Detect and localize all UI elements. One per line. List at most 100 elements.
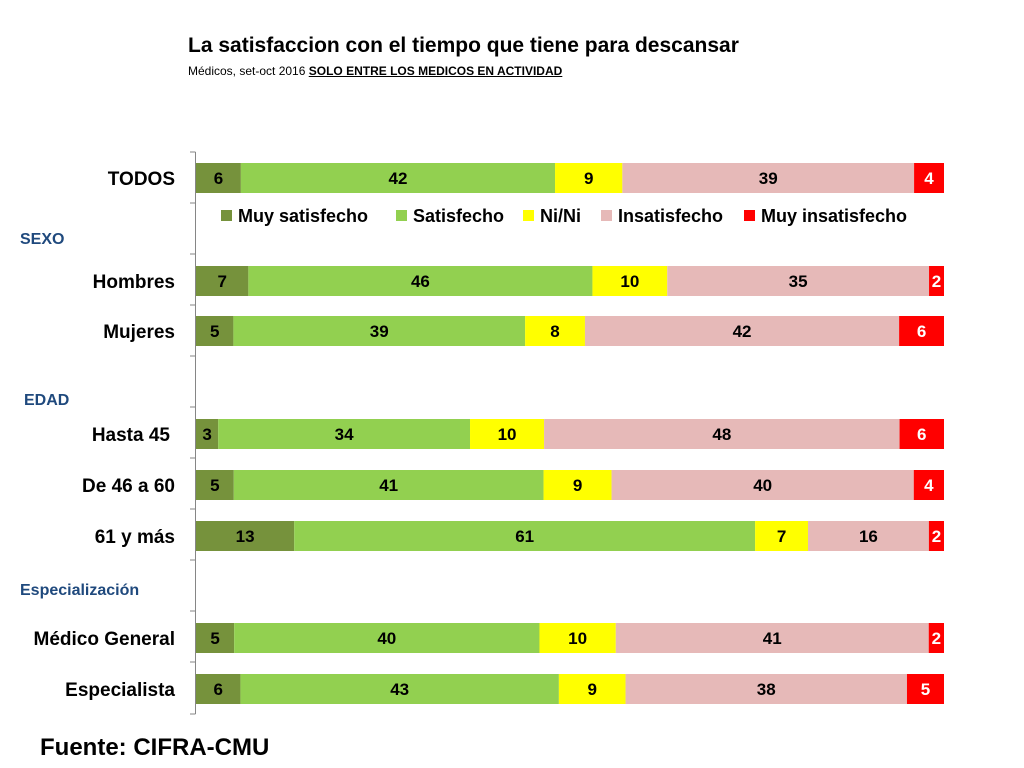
bar-segment-satisfecho (234, 623, 540, 653)
data-label: 10 (498, 425, 517, 444)
bar-segment-insatisfecho (808, 521, 929, 551)
bar-row-de-46-a-60: 5 41 9 40 4 (196, 470, 944, 500)
data-label: 61 (515, 527, 534, 546)
bar-row-todos: 6 42 9 39 4 (196, 163, 944, 193)
bar-segment-ni-ni (755, 521, 808, 551)
legend-label: Muy insatisfecho (761, 206, 907, 226)
bar-segment-muy-satisfecho (196, 623, 235, 653)
legend-label: Insatisfecho (618, 206, 723, 226)
data-label: 10 (568, 629, 587, 648)
section-label-especializacion: Especialización (20, 582, 139, 599)
category-labels: TODOS Hombres Mujeres Hasta 45 De 46 a 60 61 … (34, 169, 176, 701)
bar-segment-muy-satisfecho (196, 419, 219, 449)
data-label: 5 (921, 680, 930, 699)
chart-axis (190, 151, 196, 715)
bar-segment-ni-ni (555, 163, 623, 193)
bar-segment-muy-satisfecho (196, 470, 234, 500)
bar-row-especialista: 6 43 9 38 5 (196, 674, 944, 704)
bar-segment-muy-satisfecho (196, 316, 234, 346)
bar-segment-satisfecho (294, 521, 756, 551)
section-labels: SEXO EDAD Especialización (20, 231, 139, 599)
data-label: 41 (763, 629, 782, 648)
bar-segment-muy-satisfecho (196, 674, 241, 704)
category-label: Hasta 45 (92, 425, 171, 446)
legend-item-muy-satisfecho: Muy satisfecho (221, 206, 368, 226)
bar-segment-satisfecho (233, 470, 544, 500)
chart-bars: 6 42 9 39 4 7 46 10 35 2 5 39 8 42 6 3 34 10 48 6 5 41 9 40 4 13 6… (196, 163, 944, 704)
bar-segment-insatisfecho (625, 674, 907, 704)
data-label: 34 (335, 425, 354, 444)
category-label: TODOS (108, 169, 175, 190)
data-label: 38 (757, 680, 776, 699)
data-label: 43 (390, 680, 409, 699)
bar-segment-insatisfecho (622, 163, 915, 193)
data-label: 6 (214, 169, 223, 188)
bar-segment-muy-insatisfecho (913, 470, 944, 500)
legend-swatch (601, 210, 612, 221)
data-label: 7 (217, 272, 226, 291)
data-label: 6 (213, 680, 222, 699)
data-label: 4 (924, 476, 934, 495)
data-label: 35 (789, 272, 808, 291)
bar-segment-satisfecho (240, 163, 556, 193)
legend-swatch (523, 210, 534, 221)
data-label: 48 (712, 425, 731, 444)
legend-swatch (221, 210, 232, 221)
data-label: 4 (924, 169, 934, 188)
data-label: 16 (859, 527, 878, 546)
data-label: 6 (917, 322, 926, 341)
bar-segment-muy-insatisfecho (928, 623, 944, 653)
category-label: Especialista (65, 680, 175, 701)
data-label: 9 (584, 169, 593, 188)
data-label: 9 (587, 680, 596, 699)
legend-label: Muy satisfecho (238, 206, 368, 226)
bar-segment-muy-satisfecho (196, 521, 295, 551)
source-note: Fuente: CIFRA-CMU (40, 734, 270, 761)
legend-label: Satisfecho (413, 206, 504, 226)
data-label: 46 (411, 272, 430, 291)
data-label: 5 (210, 476, 219, 495)
bar-segment-muy-insatisfecho (928, 521, 944, 551)
bar-segment-insatisfecho (615, 623, 929, 653)
bar-segment-ni-ni (539, 623, 616, 653)
data-label: 40 (753, 476, 772, 495)
category-label: De 46 a 60 (82, 476, 175, 497)
data-label: 2 (932, 629, 941, 648)
data-label: 3 (202, 425, 211, 444)
data-label: 2 (932, 272, 941, 291)
legend-item-ni-ni: Ni/Ni (523, 206, 581, 226)
data-label: 5 (210, 322, 219, 341)
chart-legend: Muy satisfecho Satisfecho Ni/Ni Insatisfech… (221, 206, 907, 226)
bar-segment-insatisfecho (611, 470, 914, 500)
category-label: Médico General (34, 629, 176, 650)
bar-segment-satisfecho (218, 419, 471, 449)
data-label: 13 (236, 527, 255, 546)
subtitle-highlight: SOLO ENTRE LOS MEDICOS EN ACTIVIDAD (308, 64, 563, 78)
bar-segment-muy-satisfecho (196, 266, 249, 296)
legend-label: Ni/Ni (540, 206, 581, 226)
data-label: 42 (388, 169, 407, 188)
chart-subtitle: Médicos, set-oct 2016 SOLO ENTRE LOS MED… (188, 64, 562, 78)
data-label: 39 (370, 322, 389, 341)
data-label: 8 (550, 322, 559, 341)
legend-item-muy-insatisfecho: Muy insatisfecho (744, 206, 907, 226)
legend-swatch (396, 210, 407, 221)
data-label: 6 (917, 425, 926, 444)
section-label-edad: EDAD (24, 392, 69, 409)
category-label: Mujeres (103, 322, 175, 343)
bar-row-hombres: 7 46 10 35 2 (196, 266, 944, 296)
bar-segment-satisfecho (240, 674, 559, 704)
data-label: 41 (379, 476, 398, 495)
bar-row-medico-general: 5 40 10 41 2 (196, 623, 944, 653)
category-label: 61 y más (95, 527, 175, 548)
legend-item-insatisfecho: Insatisfecho (601, 206, 723, 226)
bar-segment-muy-insatisfecho (929, 266, 944, 296)
bar-segment-insatisfecho (667, 266, 930, 296)
data-label: 5 (210, 629, 219, 648)
bar-segment-muy-insatisfecho (906, 674, 944, 704)
legend-swatch (744, 210, 755, 221)
bar-segment-insatisfecho (544, 419, 900, 449)
subtitle-main: Médicos, set-oct 2016 (188, 64, 309, 78)
bar-segment-muy-insatisfecho (914, 163, 944, 193)
